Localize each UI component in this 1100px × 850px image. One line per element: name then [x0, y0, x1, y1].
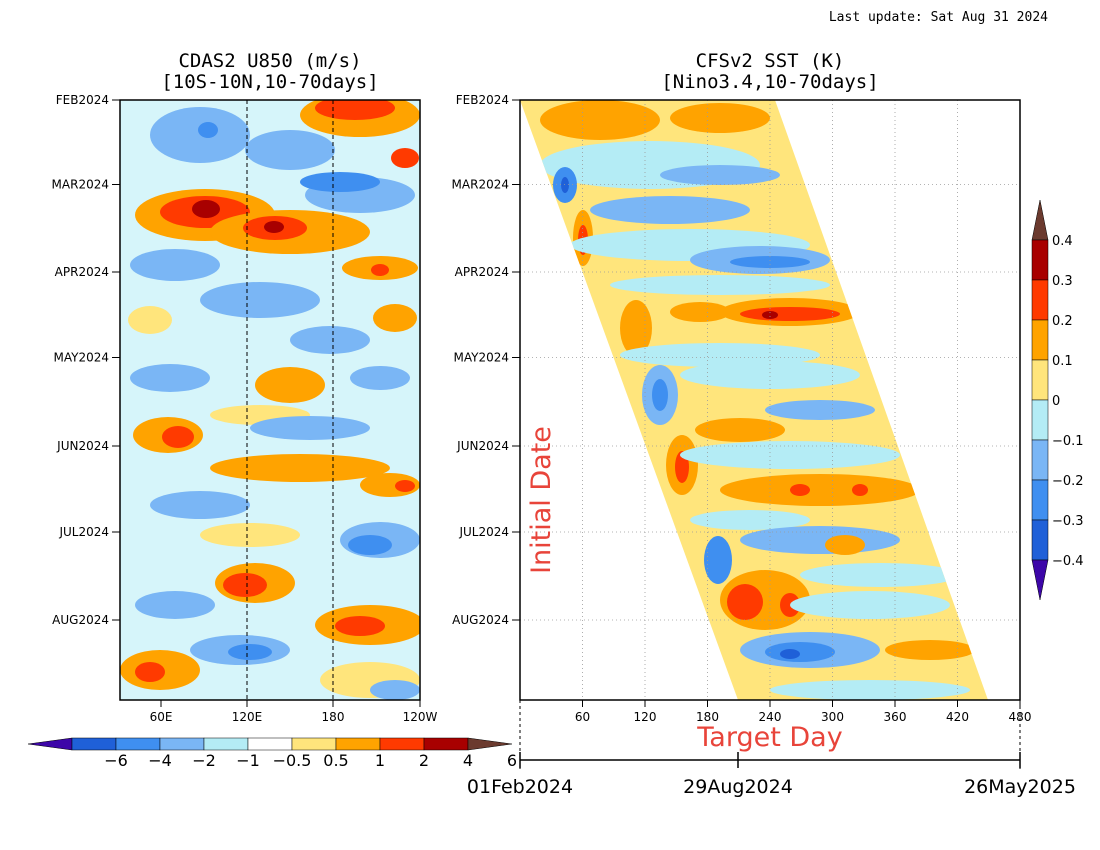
date-axis-label: 26May2025: [964, 776, 1076, 798]
u850-colorbar-swatch: [159, 737, 205, 751]
date-axis-label: 29Aug2024: [683, 776, 793, 798]
u850-x-tick-label: 120W: [403, 710, 438, 724]
u850-colorbar-left-arrow: [27, 737, 73, 751]
sst-subtitle: [Nino3.4,10-70days]: [661, 71, 878, 93]
sst-x-tick-label: 360: [884, 710, 907, 724]
sst-colorbar-swatch: [1031, 319, 1049, 361]
sst-x-tick-label: 420: [946, 710, 969, 724]
u850-colorbar-swatch: [335, 737, 381, 751]
u850-colorbar-label: 0.5: [323, 751, 348, 770]
u850-x-tick-label: 180: [322, 710, 345, 724]
sst-colorbar-swatch: [1031, 519, 1049, 561]
u850-y-tick-label: MAY2024: [54, 351, 110, 365]
u850-colorbar-label: −6: [104, 751, 128, 770]
sst-colorbar-swatch: [1031, 279, 1049, 321]
sst-colorbar-label: −0.3: [1052, 514, 1084, 529]
sst-colorbar-bottom-arrow: [1031, 559, 1049, 601]
u850-y-tick-label: MAR2024: [52, 178, 109, 192]
sst-gridlines: [520, 100, 1020, 700]
sst-y-tick-label: JUL2024: [458, 525, 509, 539]
sst-xlabel: Target Day: [696, 722, 842, 753]
sst-x-tick-label: 480: [1009, 710, 1032, 724]
u850-plot-frame: [119, 99, 421, 701]
u850-colorbar-swatch: [379, 737, 425, 751]
sst-colorbar-label: 0.3: [1052, 274, 1073, 289]
last-update-text: Last update: Sat Aug 31 2024: [829, 10, 1048, 25]
sst-colorbar-label: 0.1: [1052, 354, 1073, 369]
u850-y-tick-label: JUN2024: [56, 439, 109, 453]
sst-title: CFSv2 SST (K): [696, 50, 845, 72]
u850-colorbar-swatch: [203, 737, 249, 751]
u850-colorbar: −6 −4 −2 −1 −0.5 0.5 1 2 4 6: [27, 737, 517, 770]
u850-colorbar-right-arrow: [467, 737, 513, 751]
sst-colorbar-label: −0.4: [1052, 554, 1084, 569]
u850-colorbar-label: 6: [507, 751, 517, 770]
sst-colorbar-swatch: [1031, 439, 1049, 481]
u850-colorbar-label: 2: [419, 751, 429, 770]
date-axis-label: 01Feb2024: [467, 776, 573, 798]
sst-panel: CFSv2 SST (K) [Nino3.4,10-70days]: [452, 50, 1076, 798]
sst-y-tick-label: MAR2024: [452, 178, 509, 192]
u850-x-axis: 60E 120E 180 120W: [150, 700, 438, 724]
sst-y-tick-label: AUG2024: [452, 613, 509, 627]
sst-y-axis: FEB2024 MAR2024 APR2024 MAY2024 JUN2024 JUL20…: [452, 93, 520, 627]
sst-x-tick-label: 60: [575, 710, 590, 724]
u850-colorbar-label: −2: [192, 751, 216, 770]
sst-colorbar-top-arrow: [1031, 199, 1049, 241]
u850-colorbar-label: 1: [375, 751, 385, 770]
sst-x-tick-label: 120: [634, 710, 657, 724]
u850-y-tick-label: JUL2024: [58, 525, 109, 539]
u850-subtitle: [10S-10N,10-70days]: [161, 71, 378, 93]
sst-y-tick-label: JUN2024: [456, 439, 509, 453]
u850-colorbar-label: −4: [148, 751, 172, 770]
sst-colorbar-swatch: [1031, 239, 1049, 281]
u850-field: [120, 100, 420, 700]
sst-colorbar-swatch: [1031, 479, 1049, 521]
u850-colorbar-swatch: [71, 737, 117, 751]
u850-x-tick-label: 60E: [150, 710, 173, 724]
u850-y-tick-label: FEB2024: [56, 93, 109, 107]
sst-x-tick-label: 300: [821, 710, 844, 724]
u850-colorbar-swatch: [115, 737, 161, 751]
sst-colorbar-label: −0.2: [1052, 474, 1084, 489]
u850-colorbar-swatch: [247, 737, 293, 751]
sst-colorbar-label: 0: [1052, 394, 1060, 409]
sst-y-tick-label: APR2024: [455, 265, 509, 279]
sst-colorbar: 0.4 0.3 0.2 0.1 0 −0.1 −0.2 −0.3 −0.4: [1031, 199, 1084, 601]
u850-colorbar-label: 4: [463, 751, 473, 770]
u850-colorbar-label: −0.5: [273, 751, 312, 770]
u850-colorbar-label: −1: [236, 751, 260, 770]
sst-colorbar-swatch: [1031, 399, 1049, 441]
date-axis-labels: 01Feb2024 29Aug2024 26May2025: [467, 776, 1076, 798]
u850-y-tick-label: APR2024: [55, 265, 109, 279]
sst-colorbar-label: 0.4: [1052, 234, 1073, 249]
u850-colorbar-swatch: [291, 737, 337, 751]
sst-x-tick-label: 240: [759, 710, 782, 724]
sst-y-tick-label: MAY2024: [454, 351, 510, 365]
u850-y-tick-label: AUG2024: [52, 613, 109, 627]
sst-colorbar-label: 0.2: [1052, 314, 1073, 329]
sst-colorbar-swatch: [1031, 359, 1049, 401]
u850-x-tick-label: 120E: [232, 710, 263, 724]
sst-ylabel: Initial Date: [526, 426, 557, 574]
u850-panel: CDAS2 U850 (m/s) [10S-10N,10-70days]: [52, 50, 438, 724]
u850-y-axis: FEB2024 MAR2024 APR2024 MAY2024 JUN2024 JUL20…: [52, 93, 120, 627]
u850-colorbar-swatch: [423, 737, 469, 751]
sst-y-tick-label: FEB2024: [456, 93, 509, 107]
sst-x-tick-label: 180: [696, 710, 719, 724]
sst-x-axis: 60 120 180 240 300 360 420 480: [575, 700, 1032, 724]
date-axis: [519, 700, 1021, 770]
u850-title: CDAS2 U850 (m/s): [178, 50, 361, 72]
sst-colorbar-label: −0.1: [1052, 434, 1084, 449]
